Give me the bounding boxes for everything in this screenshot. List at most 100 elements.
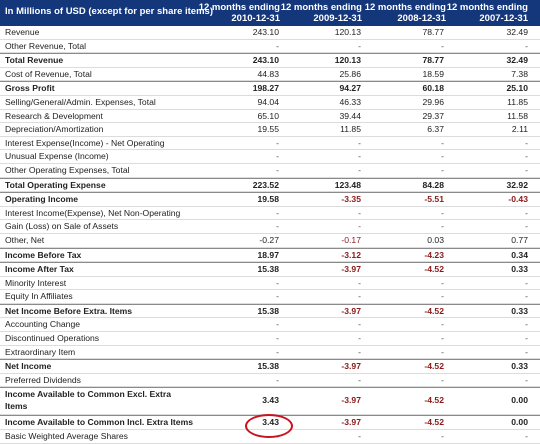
- row-value: 19.55: [257, 124, 279, 135]
- row-value: -: [276, 207, 279, 218]
- row-label: Net Income Before Extra. Items: [5, 305, 133, 316]
- row-value: 11.85: [340, 124, 361, 135]
- row-value: -: [441, 431, 444, 442]
- row-label: Extraordinary Item: [5, 346, 76, 357]
- row-value: -: [441, 319, 444, 330]
- row-value: 2.11: [511, 124, 528, 135]
- row-value: -: [276, 221, 279, 232]
- row-value: -: [276, 164, 279, 175]
- row-value: -4.52: [424, 417, 444, 428]
- row-value: 25.86: [339, 68, 361, 79]
- row-value: 3.43: [262, 395, 279, 406]
- row-value: 32.49: [506, 27, 528, 37]
- row-value: 60.18: [422, 83, 444, 94]
- row-label: Minority Interest: [5, 277, 67, 288]
- row-value: -0.17: [341, 234, 361, 245]
- row-value: -: [525, 346, 528, 357]
- row-value: -4.52: [424, 361, 444, 372]
- row-value: -: [276, 40, 279, 51]
- row-value: -: [276, 431, 279, 442]
- row-value: 44.83: [257, 68, 279, 79]
- row-label: Accounting Change: [5, 319, 81, 330]
- row-value: 18.59: [422, 68, 444, 79]
- row-label: Other Operating Expenses, Total: [5, 164, 130, 175]
- row-value: -3.97: [341, 305, 361, 316]
- row-value: -: [276, 333, 279, 344]
- row-value: -: [358, 40, 361, 51]
- row-value: -: [525, 431, 528, 442]
- row-value: -3.97: [341, 264, 361, 275]
- table-row: Income Available to Common Incl. Extra I…: [0, 415, 540, 431]
- row-label: Income Available to Common Incl. Extra I…: [5, 417, 193, 428]
- row-value: 18.97: [257, 249, 279, 260]
- row-value: -: [441, 291, 444, 302]
- row-label: Research & Development: [5, 110, 103, 121]
- row-value: -: [276, 374, 279, 385]
- row-value: -: [276, 151, 279, 162]
- row-value: 15.38: [257, 264, 279, 275]
- row-value: -: [358, 137, 361, 148]
- table-row: Income Available to Common Excl. Extra I…: [0, 387, 540, 416]
- row-value: -: [276, 277, 279, 288]
- row-value: -: [441, 374, 444, 385]
- table-row: Selling/General/Admin. Expenses, Total 94…: [0, 96, 540, 110]
- row-value: 32.92: [506, 179, 528, 190]
- row-label: Net Income: [5, 361, 52, 372]
- table-row: Other Revenue, Total - - - -: [0, 40, 540, 54]
- row-value: -: [525, 277, 528, 288]
- row-value: -: [525, 40, 528, 51]
- row-value: 94.27: [339, 83, 361, 94]
- row-value: -4.52: [424, 305, 444, 316]
- row-value: -: [358, 431, 361, 442]
- row-value: -: [358, 277, 361, 288]
- row-value: 25.10: [506, 83, 528, 94]
- row-value: -: [358, 346, 361, 357]
- row-value: -: [441, 221, 444, 232]
- row-value: -: [525, 207, 528, 218]
- row-value: -: [441, 277, 444, 288]
- table-row: Other, Net -0.27 -0.17 0.03 0.77: [0, 234, 540, 248]
- row-value: -: [525, 137, 528, 148]
- row-label: Equity In Affiliates: [5, 291, 73, 302]
- row-value: 123.48: [334, 179, 361, 190]
- row-value: -: [441, 346, 444, 357]
- table-row: Preferred Dividends - - - -: [0, 374, 540, 388]
- row-label: Total Operating Expense: [5, 179, 106, 190]
- row-value: -: [525, 221, 528, 232]
- row-value: -: [358, 221, 361, 232]
- column-header-2009: 12 months ending 2009-12-31: [280, 2, 362, 24]
- table-row: Interest Income(Expense), Net Non-Operat…: [0, 207, 540, 221]
- row-value: 84.28: [422, 179, 444, 190]
- row-value: -: [525, 164, 528, 175]
- table-row: Operating Income 19.58 -3.35 -5.51 -0.43: [0, 192, 540, 207]
- row-value: -: [276, 291, 279, 302]
- row-value: -: [525, 151, 528, 162]
- row-value: -5.51: [424, 194, 444, 205]
- row-value: -: [441, 333, 444, 344]
- row-label: Income Available to Common Excl. Extra I…: [5, 389, 172, 411]
- table-row: Unusual Expense (Income) - - - -: [0, 150, 540, 164]
- row-value: 11.58: [507, 110, 528, 121]
- table-row: Gain (Loss) on Sale of Assets - - - -: [0, 220, 540, 234]
- row-value: -3.97: [341, 361, 361, 372]
- row-value: 0.34: [511, 249, 528, 260]
- row-value: 39.44: [339, 110, 361, 121]
- row-value: -: [358, 164, 361, 175]
- row-value: 243.10: [252, 27, 279, 37]
- table-row: Other Operating Expenses, Total - - - -: [0, 164, 540, 178]
- row-value: -: [276, 346, 279, 357]
- row-value: -0.27: [259, 234, 279, 245]
- row-label: Revenue: [5, 27, 40, 37]
- table-header: In Millions of USD (except for per share…: [0, 0, 540, 26]
- row-value: 0.77: [511, 234, 528, 245]
- table-row: Interest Expense(Income) - Net Operating…: [0, 137, 540, 151]
- row-value: 0.33: [511, 361, 528, 372]
- table-row: Minority Interest - - - -: [0, 277, 540, 291]
- column-header-2008: 12 months ending 2008-12-31: [364, 2, 446, 24]
- row-value: -4.23: [424, 249, 444, 260]
- row-value: 29.96: [422, 96, 444, 107]
- table-row: Net Income Before Extra. Items 15.38 -3.97…: [0, 303, 540, 319]
- row-value: 0.33: [511, 305, 528, 316]
- row-value: -: [525, 333, 528, 344]
- row-value: 7.38: [511, 68, 528, 79]
